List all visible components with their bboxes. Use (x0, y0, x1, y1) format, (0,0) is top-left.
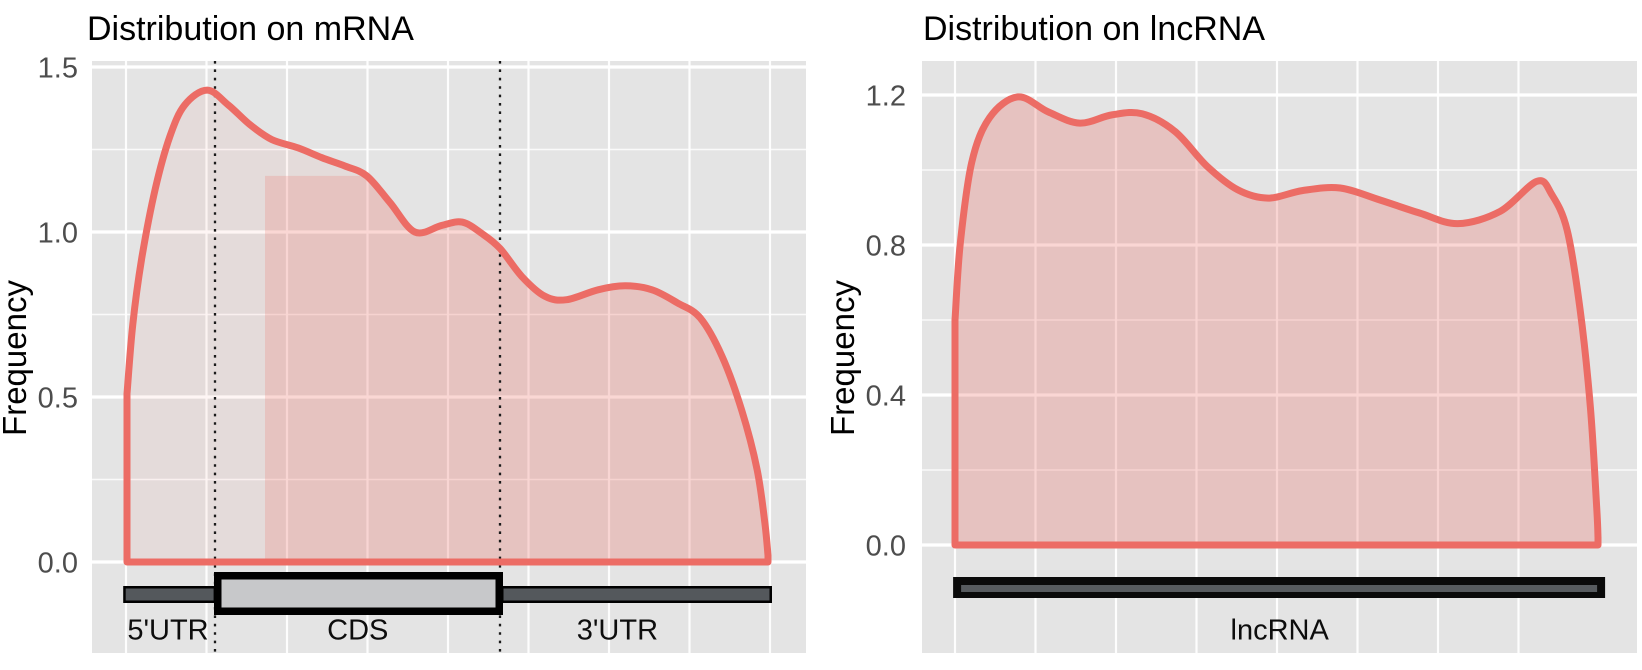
y-tick-label: 0.4 (866, 380, 906, 412)
density-fill (955, 96, 1598, 546)
utr-bar (503, 588, 770, 601)
y-tick-label: 1.5 (38, 52, 78, 84)
gene-region-label: 3'UTR (577, 614, 658, 646)
density-curve (951, 93, 1602, 549)
cds-box (221, 579, 496, 608)
y-tick-label: 1.2 (866, 80, 906, 112)
mrna-density-plot: 5'UTR CDS 3'UTR 0.0 0.5 1.0 1.5 Distribution o… (0, 10, 806, 653)
lncrna-y-axis-title: Frequency (824, 280, 861, 436)
density-fill (265, 175, 768, 562)
utr-bar (125, 588, 214, 601)
y-tick-label: 0.0 (866, 530, 906, 562)
y-tick-label: 1.0 (38, 217, 78, 249)
lncrna-plot-title: Distribution on lncRNA (923, 10, 1265, 48)
y-tick-label: 0.0 (38, 547, 78, 579)
density-curve (123, 86, 772, 566)
mrna-plot-title: Distribution on mRNA (87, 10, 414, 48)
density-fill-faint (127, 90, 768, 562)
gene-region-label: lncRNA (1231, 614, 1330, 646)
gene-region-label: CDS (327, 614, 388, 646)
y-tick-label: 0.5 (38, 382, 78, 414)
gene-region-label: 5'UTR (127, 614, 208, 646)
y-tick-label: 0.8 (866, 230, 906, 262)
lncrna-bar-stripe (961, 585, 1598, 592)
lncrna-density-plot: lncRNA 0.0 0.4 0.8 1.2 Distribution on lncRN… (824, 10, 1637, 653)
mrna-y-axis-title: Frequency (0, 280, 33, 436)
